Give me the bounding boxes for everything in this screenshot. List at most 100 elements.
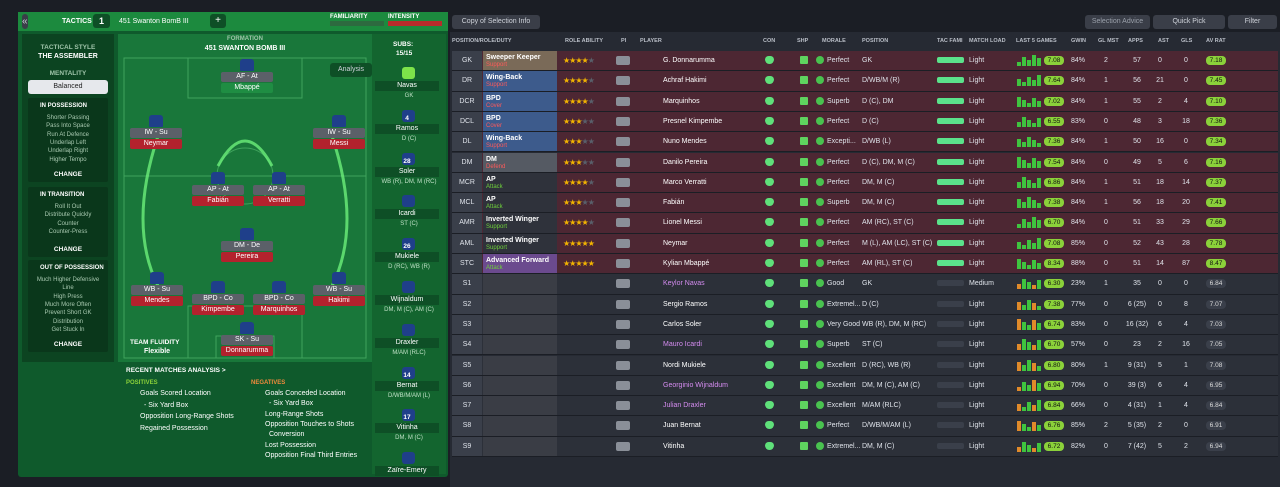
mentality-dropdown[interactable]: Balanced	[28, 80, 108, 94]
role-cell	[483, 152, 557, 172]
analysis-button[interactable]: Analysis	[330, 63, 372, 77]
player-name[interactable]: Mendes	[131, 296, 183, 306]
change-button[interactable]: CHANGE	[53, 246, 83, 253]
player-name[interactable]: Pereira	[221, 252, 273, 262]
table-row[interactable]	[452, 152, 1278, 173]
selection-advice[interactable]: Selection Advice	[1085, 15, 1150, 29]
form-bar	[1017, 301, 1021, 310]
player-name[interactable]: Neymar	[130, 139, 182, 149]
match-load: Light	[969, 341, 985, 349]
player-name[interactable]: Nordi Mukiele	[663, 361, 706, 369]
table-row[interactable]	[452, 233, 1278, 254]
player-name[interactable]: Marquinhos	[253, 305, 305, 315]
sub-name[interactable]: Wijnaldum	[375, 295, 439, 305]
player-name[interactable]: Fabián	[663, 199, 685, 207]
player-name[interactable]: Marco Verratti	[663, 178, 707, 186]
instruction-title: IN POSSESSION	[40, 103, 88, 109]
player-name[interactable]: Mbappé	[221, 83, 273, 93]
table-row[interactable]	[452, 111, 1278, 133]
role-cell	[483, 355, 557, 375]
player-name[interactable]: G. Donnarumma	[663, 57, 715, 64]
player-role: AP - At	[253, 185, 305, 195]
back-button[interactable]: «	[22, 14, 28, 29]
table-row[interactable]	[452, 172, 1278, 194]
table-row[interactable]	[452, 213, 1278, 234]
table-row[interactable]	[452, 375, 1278, 397]
gl-mst: 1	[1104, 138, 1108, 146]
filter[interactable]: Filter	[1228, 15, 1277, 29]
morale: Very Good	[827, 320, 861, 328]
sub-name[interactable]: Icardi	[375, 209, 439, 220]
player-name[interactable]: Lionel Messi	[663, 219, 702, 227]
table-row[interactable]	[452, 51, 1278, 72]
form-rating: 6.70	[1044, 340, 1064, 350]
table-row[interactable]	[452, 294, 1278, 315]
form-bar	[1032, 379, 1036, 391]
gl-mst: 1	[1104, 199, 1108, 207]
sub-name[interactable]: Navas	[375, 81, 439, 91]
player-name[interactable]: Sergio Ramos	[663, 300, 708, 308]
quick-pick[interactable]: Quick Pick	[1153, 15, 1225, 29]
apps: 52	[1133, 239, 1141, 247]
table-row[interactable]	[452, 396, 1278, 417]
player-name[interactable]: Keylor Navas	[663, 280, 705, 288]
sub-name[interactable]: Vitinha	[375, 423, 439, 434]
role-name: BPD	[486, 94, 501, 102]
table-row[interactable]	[452, 436, 1278, 457]
sub-name[interactable]: Soler	[375, 166, 439, 177]
instruction-item: High Press	[53, 293, 83, 300]
player-name[interactable]: Achraf Hakimi	[663, 77, 707, 85]
table-row[interactable]	[452, 314, 1278, 336]
table-row[interactable]	[452, 274, 1278, 295]
player-name[interactable]: Fabián	[192, 196, 244, 206]
morale-icon	[816, 340, 824, 349]
view-dropdown[interactable]: Copy of Selection Info	[452, 15, 540, 29]
column-header: GLS	[1181, 38, 1193, 44]
sub-name[interactable]: Ramos	[375, 123, 439, 134]
player-name[interactable]: Messi	[313, 139, 365, 149]
table-row[interactable]	[452, 416, 1278, 437]
tactic-slot[interactable]: 1	[93, 14, 110, 28]
sub-name[interactable]: Zaïre-Emery	[375, 466, 439, 477]
gwin: 80%	[1071, 361, 1086, 369]
player-name[interactable]: Danilo Pereira	[663, 158, 708, 166]
change-button[interactable]: CHANGE	[53, 171, 83, 178]
player-name[interactable]: Neymar	[663, 239, 688, 247]
player-name[interactable]: Julian Draxler	[663, 402, 706, 410]
pi-icon	[616, 401, 630, 411]
role-duty: Defend	[486, 163, 506, 170]
player-name[interactable]: Juan Bernat	[663, 422, 701, 430]
sharpness-icon	[800, 56, 808, 64]
table-row[interactable]	[452, 91, 1278, 112]
condition-icon	[765, 177, 774, 186]
player-name[interactable]: Donnarumma	[221, 346, 273, 356]
analysis-title[interactable]: RECENT MATCHES ANALYSIS >	[126, 367, 226, 374]
position-cell: MCR	[452, 172, 482, 193]
table-row[interactable]	[452, 132, 1278, 153]
player-name[interactable]: Vitinha	[663, 442, 685, 450]
sub-name[interactable]: Draxler	[375, 337, 439, 348]
table-row[interactable]	[452, 335, 1278, 356]
player-name[interactable]: Hakimi	[313, 296, 365, 306]
player-name[interactable]: Kimpembe	[192, 305, 244, 315]
apps: 51	[1133, 260, 1141, 267]
add-button[interactable]: +	[210, 14, 226, 28]
table-row[interactable]	[452, 71, 1278, 92]
av-rat: 7.18	[1206, 56, 1226, 65]
player-name[interactable]: Georginio Wijnaldum	[663, 381, 728, 389]
player-name[interactable]: Kylian Mbappé	[663, 260, 710, 267]
sub-name[interactable]: Bernat	[375, 380, 439, 391]
player-name[interactable]: Presnel Kimpembe	[663, 117, 723, 125]
player-name[interactable]: Nuno Mendes	[663, 138, 707, 146]
player-name[interactable]: Mauro Icardi	[663, 341, 702, 349]
change-button[interactable]: CHANGE	[53, 341, 83, 348]
player-name[interactable]: Carlos Soler	[663, 320, 702, 328]
table-row[interactable]	[452, 355, 1278, 376]
form-bar	[1037, 442, 1041, 452]
player-name[interactable]: Verratti	[253, 196, 305, 206]
gwin: 85%	[1071, 422, 1086, 430]
sub-name[interactable]: Mukiele	[375, 252, 439, 263]
table-row[interactable]	[452, 254, 1278, 275]
table-row[interactable]	[452, 193, 1278, 214]
player-name[interactable]: Marquinhos	[663, 97, 700, 105]
